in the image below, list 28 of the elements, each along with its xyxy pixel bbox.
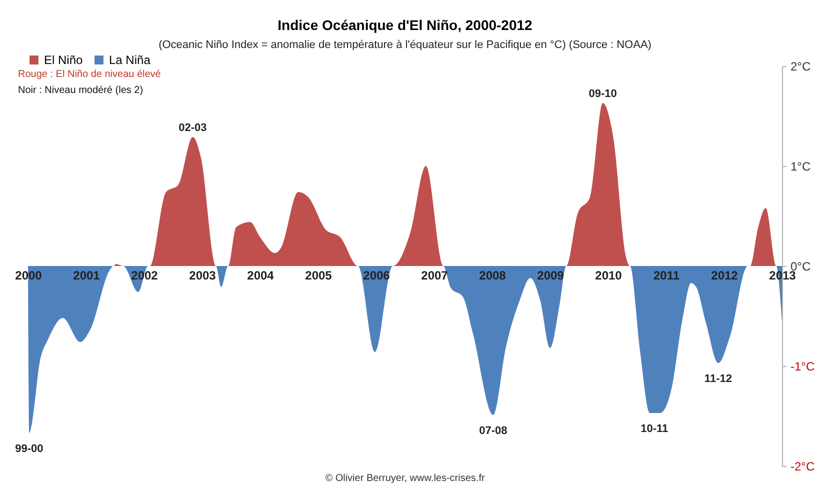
text: © Olivier Berruyer, www.les-crises.fr bbox=[325, 473, 486, 483]
x-tick-label: 2007 bbox=[421, 268, 448, 282]
legend-label: El Niño bbox=[44, 53, 84, 67]
x-tick-label: 2003 bbox=[189, 268, 216, 282]
x-tick-label: 2006 bbox=[363, 268, 390, 282]
x-tick-label: 2011 bbox=[653, 268, 680, 282]
annotation: 09-10 bbox=[588, 88, 617, 100]
x-tick-label: 2005 bbox=[305, 268, 332, 282]
annotation: 11-12 bbox=[704, 373, 732, 385]
y-tick-label: 2°C bbox=[790, 60, 811, 74]
chart-subtitle: (Oceanic Niño Index = anomalie de température à l'équateur sur le Pacifique en °C) (Source : NOAA) bbox=[158, 39, 652, 51]
annotation: Noir : Niveau modéré (les 2) bbox=[18, 85, 144, 96]
y-tick-label: -2°C bbox=[790, 460, 815, 474]
y-tick-label: 1°C bbox=[790, 160, 811, 174]
y-tick-label: -1°C bbox=[790, 360, 815, 374]
x-tick-label: 2012 bbox=[711, 268, 738, 282]
legend-label: La Niña bbox=[109, 53, 151, 67]
x-tick-label: 2004 bbox=[247, 268, 274, 282]
annotation: 10-11 bbox=[640, 423, 668, 435]
x-tick-label: 2001 bbox=[73, 268, 100, 282]
chart-title: Indice Océanique d'El Niño, 2000-2012 bbox=[278, 17, 533, 33]
annotation: 02-03 bbox=[178, 122, 207, 134]
annotation: 07-08 bbox=[479, 425, 508, 437]
x-tick-label: 2008 bbox=[479, 268, 506, 282]
annotation: 99-00 bbox=[15, 443, 44, 455]
x-tick-label: 2010 bbox=[595, 268, 622, 282]
x-tick-label: 2009 bbox=[537, 268, 564, 282]
annotation: Rouge : El Niño de niveau élevé bbox=[18, 69, 162, 80]
